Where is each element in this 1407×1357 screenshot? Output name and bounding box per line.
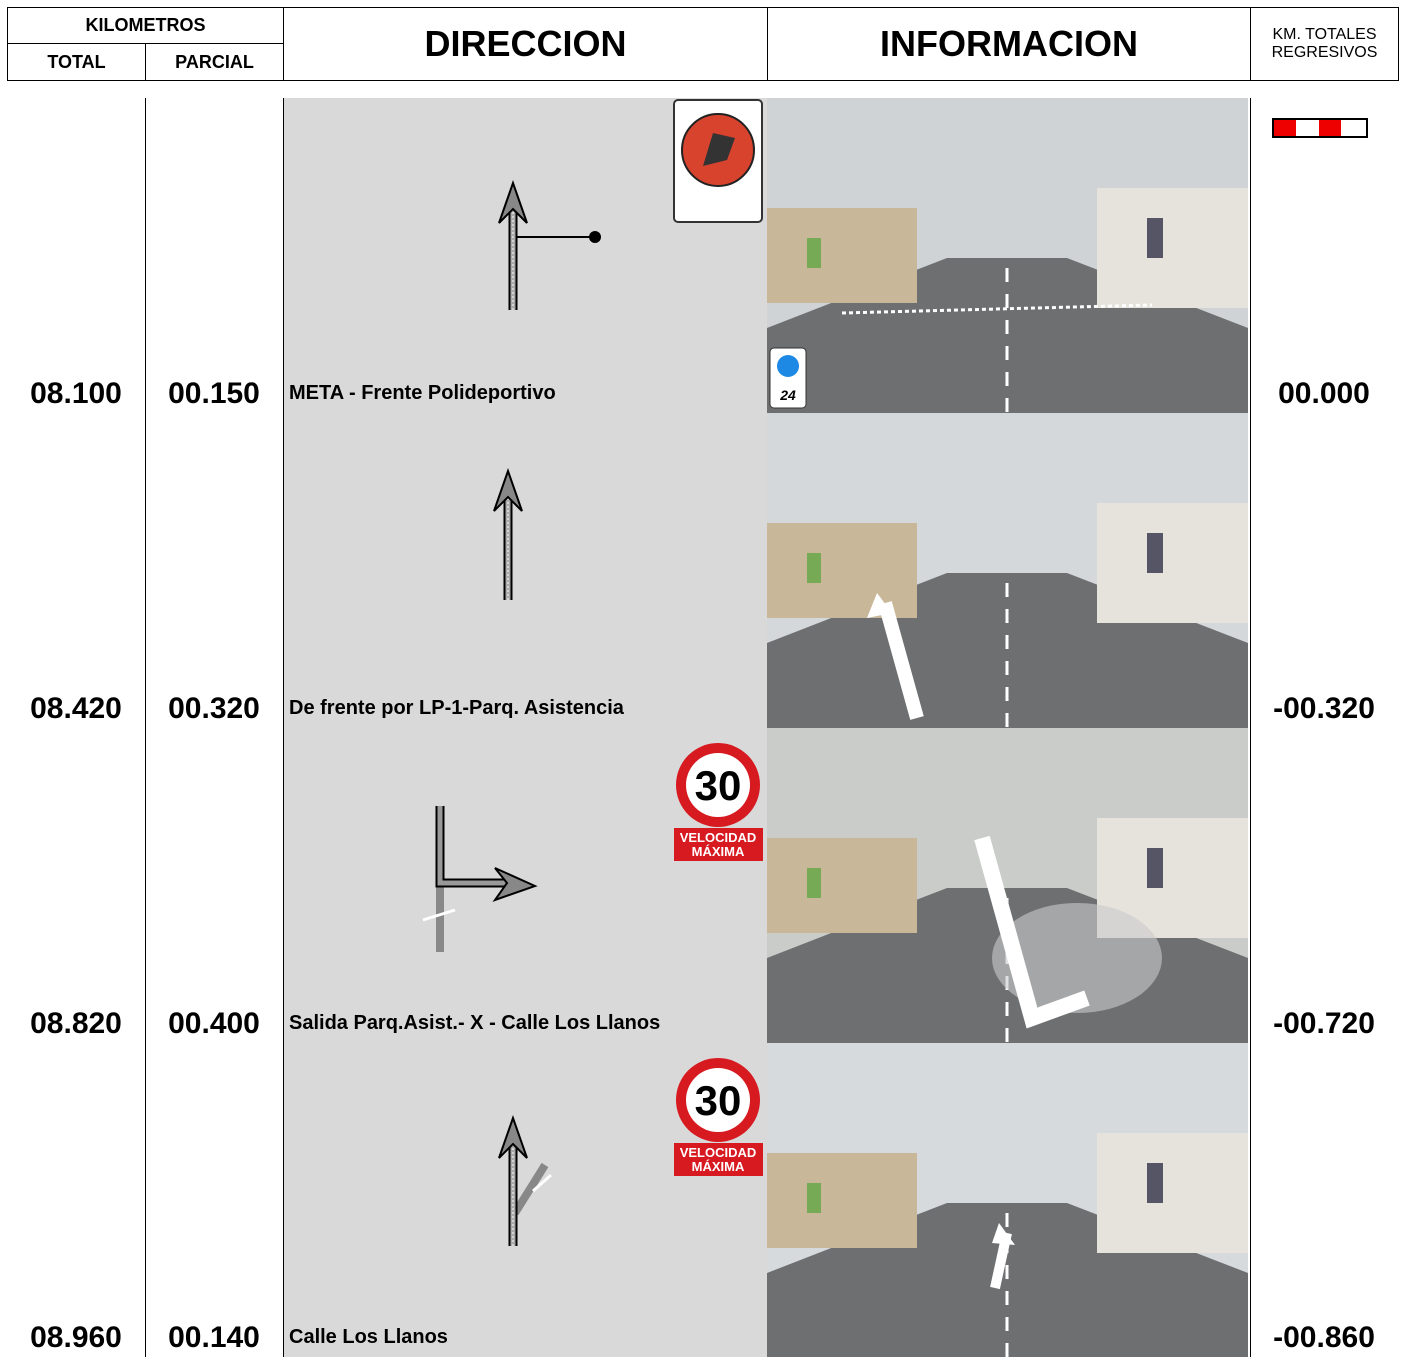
km-parcial: 00.320 — [168, 692, 260, 725]
km-regresivo: 00.000 — [1278, 377, 1370, 410]
km-total: 08.420 — [30, 692, 122, 725]
sign-speed: 30 — [695, 1077, 742, 1124]
sign-text: MÁXIMA — [692, 844, 745, 859]
photo — [767, 1043, 1248, 1357]
photo — [767, 728, 1248, 1043]
direccion-cell: 30 VELOCIDAD MÁXIMA Salida Parq.Asist.- … — [283, 728, 767, 1043]
direccion-label: De frente por LP-1-Parq. Asistencia — [289, 697, 624, 719]
sign-text: MÁXIMA — [692, 1159, 745, 1174]
direction-diagram: 30 VELOCIDAD MÁXIMA — [422, 743, 763, 952]
divider — [1250, 98, 1251, 1357]
direccion-label: Salida Parq.Asist.- X - Calle Los Llanos — [289, 1012, 661, 1034]
speed-sign: 30 VELOCIDAD MÁXIMA — [674, 1058, 763, 1176]
direccion-header: DIRECCION — [283, 7, 768, 81]
regresivos-header: KM. TOTALES REGRESIVOS — [1250, 7, 1399, 81]
regresivos-line: KM. TOTALES — [1272, 26, 1377, 43]
km-parcial: 00.140 — [168, 1321, 260, 1354]
km-total: 08.820 — [30, 1007, 122, 1040]
direction-diagram — [493, 467, 523, 600]
direccion-label: Calle Los Llanos — [289, 1326, 448, 1348]
km-regresivo: -00.320 — [1273, 692, 1375, 725]
divider — [283, 98, 284, 1357]
direccion-cell: 30 VELOCIDAD MÁXIMA Calle Los Llanos — [283, 1043, 767, 1357]
sign-text: VELOCIDAD — [680, 830, 757, 845]
km-parcial: 00.400 — [168, 1007, 260, 1040]
sign-speed: 30 — [695, 762, 742, 809]
photo — [767, 413, 1248, 728]
km-regresivo: -00.860 — [1273, 1321, 1375, 1354]
km-parcial: 00.150 — [168, 377, 260, 410]
direction-diagram — [498, 99, 763, 310]
km-total: 08.960 — [30, 1321, 122, 1354]
direccion-cell: De frente por LP-1-Parq. Asistencia — [283, 413, 767, 728]
km-total: 08.100 — [30, 377, 122, 410]
regresivos-line: REGRESIVOS — [1271, 44, 1378, 61]
km-regresivo: -00.720 — [1273, 1007, 1375, 1040]
divider — [145, 98, 146, 1357]
stage-bar — [1272, 118, 1368, 138]
parcial-header: PARCIAL — [145, 43, 284, 81]
photo-badge: 24 — [779, 387, 796, 403]
sign-text: VELOCIDAD — [680, 1145, 757, 1160]
informacion-header: INFORMACION — [767, 7, 1251, 81]
direccion-label: META - Frente Polideportivo — [289, 382, 556, 404]
kilometros-header: KILOMETROS — [7, 7, 284, 44]
speed-sign: 30 VELOCIDAD MÁXIMA — [674, 743, 763, 861]
total-header: TOTAL — [7, 43, 146, 81]
direction-diagram: 30 VELOCIDAD MÁXIMA — [498, 1058, 763, 1246]
direccion-cell: META - Frente Polideportivo — [283, 98, 767, 413]
photo: 24 — [767, 98, 1248, 413]
